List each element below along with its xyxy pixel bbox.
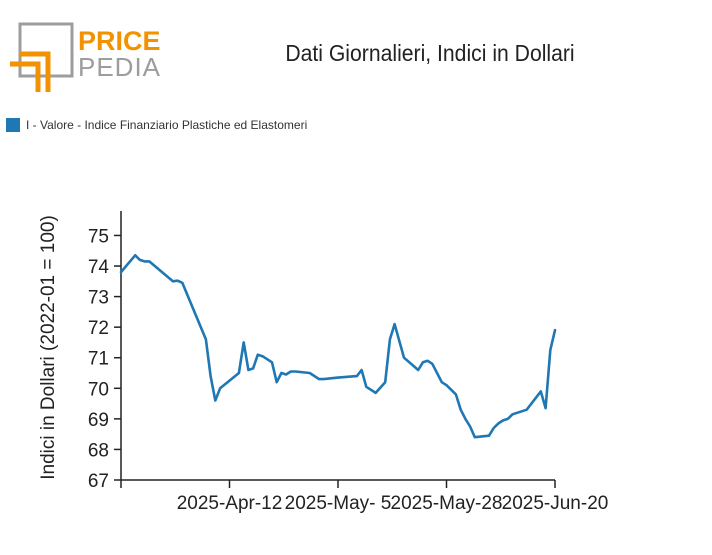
y-axis-label: Indici in Dollari (2022-01 = 100) xyxy=(38,215,59,480)
y-tick-label: 67 xyxy=(88,471,109,492)
y-tick-label: 71 xyxy=(88,349,109,370)
logo-corner-orange-outer xyxy=(10,61,41,92)
x-tick-label: 2025-May-28 xyxy=(391,493,503,514)
x-axis: 2025-Apr-12 2025-May- 5 2025-May-28 2025-Ju… xyxy=(120,479,609,514)
y-tick-label: 74 xyxy=(88,257,110,278)
legend-label: I - Valore - Indice Finanziario Plastich… xyxy=(26,118,308,132)
x-tick-label: 2025-Jun-20 xyxy=(502,493,609,514)
x-tick-label: 2025-Apr-12 xyxy=(177,493,283,514)
x-tick-label: 2025-May- 5 xyxy=(285,493,392,514)
logo-corner-orange-inner xyxy=(20,51,51,92)
y-tick-label: 70 xyxy=(88,379,109,400)
pricepedia-logo: PRICE PEDIA xyxy=(10,22,161,92)
series-line xyxy=(119,254,557,439)
logo-text-price: PRICE xyxy=(78,26,161,56)
y-tick-label: 68 xyxy=(88,440,109,461)
chart-title: Dati Giornalieri, Indici in Dollari xyxy=(285,40,575,66)
legend-swatch xyxy=(6,118,20,132)
y-tick-label: 75 xyxy=(88,226,109,247)
y-axis: 67 68 69 70 71 72 73 74 75 xyxy=(88,211,122,492)
y-tick-label: 73 xyxy=(88,288,109,309)
y-tick-label: 72 xyxy=(88,318,109,339)
logo-text-pedia: PEDIA xyxy=(78,52,161,82)
y-tick-label: 69 xyxy=(88,410,109,431)
legend: I - Valore - Indice Finanziario Plastich… xyxy=(6,118,307,132)
series-group xyxy=(119,254,557,439)
